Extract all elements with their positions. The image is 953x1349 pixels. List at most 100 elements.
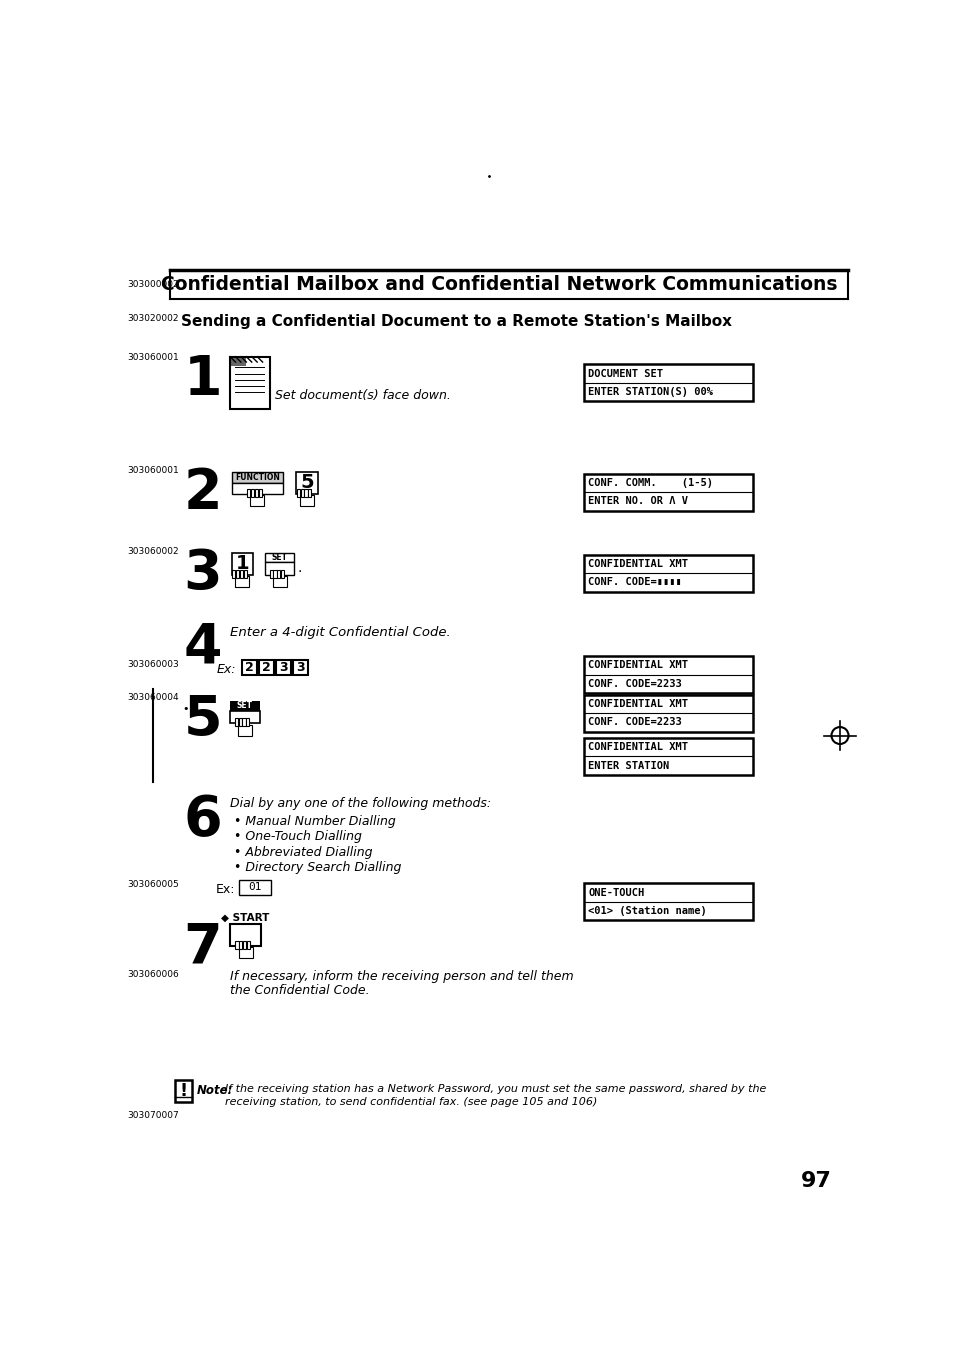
Bar — [300, 490, 303, 496]
Text: ENTER NO. OR Λ V: ENTER NO. OR Λ V — [587, 496, 687, 506]
Text: 303060001: 303060001 — [127, 353, 178, 362]
Bar — [583, 473, 753, 511]
Text: SET: SET — [272, 553, 288, 563]
Text: 3: 3 — [296, 661, 305, 674]
Bar — [304, 490, 307, 496]
Bar — [273, 576, 286, 587]
Bar — [174, 1081, 192, 1102]
Text: 303060001: 303060001 — [127, 465, 178, 475]
Text: 303060004: 303060004 — [127, 693, 178, 703]
Bar — [583, 554, 753, 592]
Text: 1: 1 — [235, 554, 249, 573]
Bar — [247, 490, 250, 496]
Bar — [238, 880, 271, 894]
Bar — [230, 356, 245, 366]
Text: !: ! — [179, 1082, 188, 1101]
Bar — [281, 571, 284, 577]
Bar — [583, 364, 753, 402]
Bar — [232, 472, 282, 483]
Bar — [583, 656, 753, 693]
Text: CONFIDENTIAL XMT: CONFIDENTIAL XMT — [587, 661, 687, 670]
Bar — [293, 660, 308, 676]
Bar — [583, 695, 753, 731]
Text: <01> (Station name): <01> (Station name) — [587, 907, 706, 916]
Text: ◆ START: ◆ START — [221, 913, 270, 923]
Text: Note:: Note: — [196, 1083, 233, 1097]
Text: 303060002: 303060002 — [127, 546, 178, 556]
Text: 303060005: 303060005 — [127, 880, 178, 889]
Text: DOCUMENT SET: DOCUMENT SET — [587, 368, 662, 379]
Bar — [236, 571, 239, 577]
Text: ONE-TOUCH: ONE-TOUCH — [587, 888, 643, 897]
Text: 2: 2 — [262, 661, 271, 674]
Text: SET: SET — [236, 701, 253, 711]
Text: CONFIDENTIAL XMT: CONFIDENTIAL XMT — [587, 742, 687, 753]
Bar — [240, 571, 243, 577]
Text: 2: 2 — [245, 661, 253, 674]
Bar — [233, 571, 235, 577]
Text: Ex:: Ex: — [216, 664, 236, 676]
Bar — [230, 711, 259, 723]
Text: 303000002: 303000002 — [127, 279, 178, 289]
Text: 97: 97 — [801, 1171, 831, 1191]
Text: .: . — [297, 561, 301, 576]
Bar — [270, 571, 273, 577]
Bar — [265, 553, 294, 563]
Bar — [238, 718, 241, 726]
Text: the Confidential Code.: the Confidential Code. — [230, 985, 370, 997]
Text: 303060003: 303060003 — [127, 660, 178, 669]
Text: Sending a Confidential Document to a Remote Station's Mailbox: Sending a Confidential Document to a Rem… — [181, 314, 732, 329]
Bar — [242, 718, 245, 726]
Text: 1: 1 — [183, 353, 222, 407]
Bar — [251, 490, 253, 496]
Bar — [239, 942, 242, 948]
Text: 5: 5 — [299, 473, 314, 492]
Text: Confidential Mailbox and Confidential Network Communications: Confidential Mailbox and Confidential Ne… — [161, 275, 837, 294]
Bar — [235, 576, 249, 587]
Bar — [265, 563, 294, 575]
Text: CONF. COMM.    (1-5): CONF. COMM. (1-5) — [587, 478, 713, 488]
Text: Dial by any one of the following methods:: Dial by any one of the following methods… — [230, 797, 491, 811]
Text: 303020002: 303020002 — [127, 314, 178, 324]
Bar — [275, 660, 291, 676]
Text: CONF. CODE=2233: CONF. CODE=2233 — [587, 718, 681, 727]
Bar — [583, 884, 753, 920]
Bar — [235, 942, 238, 948]
Text: 3: 3 — [183, 546, 222, 600]
Text: 2: 2 — [183, 465, 222, 519]
Text: 01: 01 — [248, 882, 261, 892]
Text: 5: 5 — [183, 693, 222, 747]
Text: 4: 4 — [183, 621, 222, 674]
Text: If the receiving station has a Network Password, you must set the same password,: If the receiving station has a Network P… — [224, 1083, 765, 1094]
Bar — [296, 490, 299, 496]
Bar — [258, 660, 274, 676]
Bar — [241, 660, 257, 676]
Text: 7: 7 — [183, 920, 222, 974]
Bar — [247, 942, 250, 948]
Bar — [246, 718, 249, 726]
Text: 6: 6 — [183, 793, 222, 847]
Bar — [295, 472, 317, 494]
Text: CONF. CODE=▮▮▮▮: CONF. CODE=▮▮▮▮ — [587, 577, 681, 587]
Text: FUNCTION: FUNCTION — [234, 473, 279, 482]
Text: 3: 3 — [279, 661, 288, 674]
Bar — [232, 483, 282, 494]
Text: receiving station, to send confidential fax. (see page 105 and 106): receiving station, to send confidential … — [224, 1098, 597, 1108]
Bar — [237, 724, 252, 735]
Bar — [244, 571, 247, 577]
Text: CONFIDENTIAL XMT: CONFIDENTIAL XMT — [587, 558, 687, 569]
Text: Enter a 4-digit Confidential Code.: Enter a 4-digit Confidential Code. — [230, 626, 451, 639]
Text: • One-Touch Dialling: • One-Touch Dialling — [233, 830, 361, 843]
Bar — [254, 490, 257, 496]
Bar — [250, 495, 264, 506]
Text: •: • — [183, 704, 189, 714]
Bar — [258, 490, 261, 496]
Bar — [583, 738, 753, 774]
Text: 303070007: 303070007 — [127, 1112, 178, 1120]
Text: • Manual Number Dialling: • Manual Number Dialling — [233, 815, 395, 828]
Bar — [308, 490, 311, 496]
Text: 303060006: 303060006 — [127, 970, 178, 979]
Bar — [230, 701, 259, 711]
Text: • Directory Search Dialling: • Directory Search Dialling — [233, 861, 401, 874]
Bar — [274, 571, 276, 577]
